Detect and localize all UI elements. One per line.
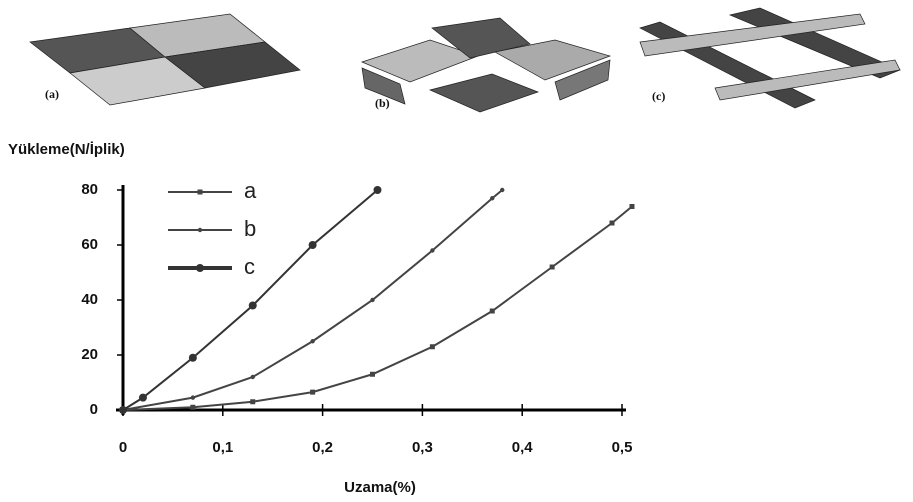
image-caption: (c) <box>652 89 665 103</box>
marker <box>250 399 255 404</box>
series-line <box>123 207 632 411</box>
marker <box>373 186 381 194</box>
marker <box>198 190 203 195</box>
marker <box>490 196 494 200</box>
x-tick-label: 0,5 <box>612 439 633 456</box>
series-line <box>123 190 502 410</box>
marker <box>490 309 495 314</box>
marker <box>310 390 315 395</box>
x-tick-label: 0,2 <box>312 439 333 456</box>
marker <box>550 265 555 270</box>
image-b <box>362 18 610 112</box>
marker <box>249 302 257 310</box>
x-tick-label: 0 <box>119 439 127 456</box>
marker <box>139 394 147 402</box>
marker <box>189 354 197 362</box>
marker <box>430 344 435 349</box>
marker <box>190 405 195 410</box>
page: (a) (b) (c) Yükleme(N/İplik) Uzama(%) 0 2… <box>0 0 913 502</box>
marker <box>610 221 615 226</box>
y-axis-label: Yükleme(N/İplik) <box>8 141 125 158</box>
x-tick-label: 0,1 <box>212 439 233 456</box>
marker <box>251 375 255 379</box>
marker <box>629 204 634 209</box>
x-axis-label: Uzama(%) <box>344 479 416 496</box>
x-tick-label: 0,4 <box>512 439 534 456</box>
marker <box>310 339 314 343</box>
y-tick-label: 60 <box>81 236 98 253</box>
marker <box>370 298 374 302</box>
y-tick-label: 20 <box>81 346 98 363</box>
marker <box>430 248 434 252</box>
marker <box>198 228 202 232</box>
image-c <box>640 8 900 108</box>
marker <box>500 188 504 192</box>
marker <box>119 406 127 414</box>
image-caption: (b) <box>375 96 390 110</box>
legend-label: c <box>244 254 255 279</box>
y-tick-label: 0 <box>90 401 98 418</box>
marker <box>191 395 195 399</box>
image-caption: (a) <box>45 87 59 101</box>
image-a <box>30 14 300 105</box>
y-tick-label: 80 <box>81 181 98 198</box>
legend-label: a <box>244 178 257 203</box>
legend-label: b <box>244 216 256 241</box>
marker <box>309 241 317 249</box>
marker <box>196 264 204 272</box>
y-tick-label: 40 <box>81 291 98 308</box>
x-tick-label: 0,3 <box>412 439 433 456</box>
marker <box>370 372 375 377</box>
